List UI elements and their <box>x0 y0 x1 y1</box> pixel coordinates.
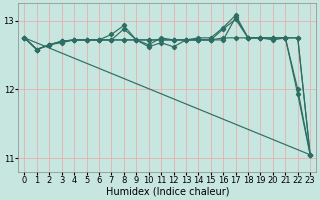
X-axis label: Humidex (Indice chaleur): Humidex (Indice chaleur) <box>106 187 229 197</box>
